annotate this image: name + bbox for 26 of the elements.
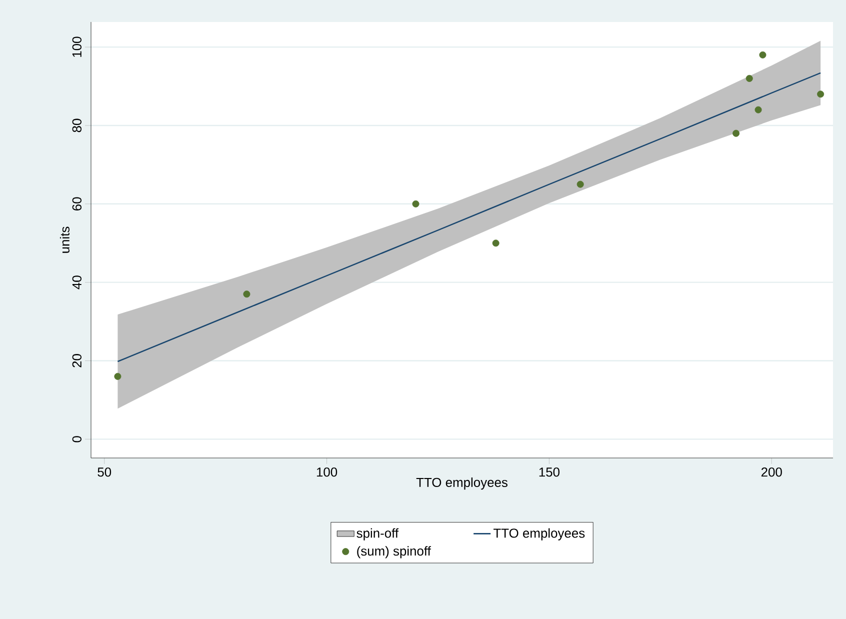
y-tick-label: 0 [72, 436, 82, 442]
point [746, 74, 753, 82]
x-axis-title: TTO employees [416, 478, 508, 490]
x-tick-label: 200 [761, 468, 782, 477]
x-tick-label: 150 [539, 468, 560, 477]
y-tick-label: 20 [72, 354, 82, 368]
y-tick-label: 60 [72, 197, 82, 210]
legend-label: TTO employees [494, 528, 585, 540]
y-tick-label: 100 [72, 36, 82, 57]
point [243, 290, 250, 298]
x-tick-label: 100 [316, 468, 338, 477]
legend-label: spin-off [356, 528, 399, 540]
line-series [117, 72, 822, 362]
point [492, 240, 500, 247]
y-tick-label: 40 [72, 276, 82, 290]
x-tick-label: 50 [98, 468, 112, 477]
y-tick-label: 80 [72, 118, 82, 132]
point [754, 106, 762, 114]
point [576, 180, 584, 188]
legend-label: (sum) spinoff [357, 546, 431, 558]
point [817, 90, 824, 98]
y-axis-title: units [60, 226, 70, 253]
point [732, 130, 740, 137]
point [759, 51, 766, 58]
point [114, 372, 122, 380]
point [412, 200, 420, 208]
